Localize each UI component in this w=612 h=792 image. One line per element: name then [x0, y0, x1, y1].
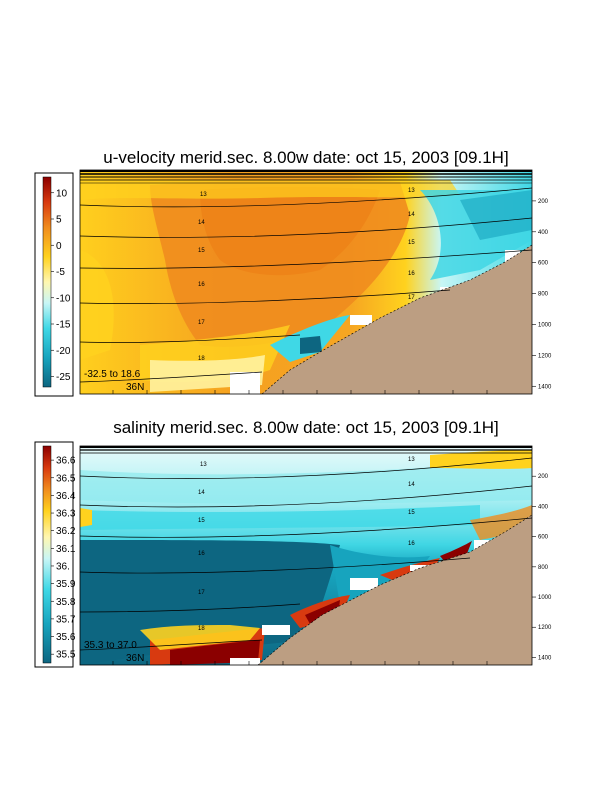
bottom-iso-label-right-13: 13: [408, 457, 415, 463]
colorbar-tick-label: 36.2: [56, 526, 76, 537]
bottom-iso-label-18: 18: [198, 626, 205, 632]
depth-tick-label: 600: [538, 535, 549, 541]
depth-tick-label: 1200: [538, 625, 552, 631]
colorbar-tick-label: -20: [56, 346, 71, 357]
colorbar-tick-label: 36.6: [56, 456, 76, 467]
top-colorbar-ticks: 10 5 0 -5 -10 -15 -20 -25: [51, 188, 71, 383]
colorbar-tick-label: 35.8: [56, 597, 76, 608]
top-iso-label-16: 16: [198, 282, 205, 288]
colorbar-tick-label: -10: [56, 293, 71, 304]
colorbar-tick-label: 36.4: [56, 491, 76, 502]
depth-tick-label: 1000: [538, 595, 552, 601]
top-colorbar-frame: [34, 172, 74, 397]
top-range-label: -32.5 to 18.6: [84, 369, 141, 380]
depth-tick-label: 800: [538, 292, 549, 298]
bottom-iso-label-right-14: 14: [408, 482, 415, 488]
depth-tick-label: 1200: [538, 353, 552, 359]
bottom-topography: [258, 515, 532, 665]
bottom-iso-label-17: 17: [198, 590, 205, 596]
colorbar-tick-label: 35.6: [56, 632, 76, 643]
top-iso-label-17: 17: [198, 320, 205, 326]
colorbar-tick-label: 36.1: [56, 544, 76, 555]
top-panel-title: u-velocity merid.sec. 8.00w date: oct 15…: [103, 148, 508, 167]
colorbar-tick-label: 10: [56, 188, 68, 199]
top-velocity-field: [80, 170, 532, 394]
top-colorbar: [42, 176, 52, 388]
top-iso-label-13: 13: [200, 192, 207, 198]
depth-tick-label: 600: [538, 261, 549, 267]
colorbar-tick-label: -5: [56, 267, 65, 278]
bottom-range-label: 35.3 to 37.0: [84, 640, 137, 651]
colorbar-tick-label: -25: [56, 372, 71, 383]
bottom-iso-label-16: 16: [198, 551, 205, 557]
colorbar-tick-label: 36.5: [56, 473, 76, 484]
top-iso-label-right-13: 13: [408, 188, 415, 194]
bottom-iso-label-14: 14: [198, 490, 205, 496]
bottom-iso-label-right-15: 15: [408, 510, 415, 516]
top-iso-label-right-15: 15: [408, 240, 415, 246]
bottom-plot-frame: [79, 445, 533, 666]
top-iso-label-18: 18: [198, 356, 205, 362]
bottom-iso-label-right-16: 16: [408, 541, 415, 547]
bottom-latitude-label: 36N: [126, 653, 144, 664]
top-iso-label-right-14: 14: [408, 212, 415, 218]
depth-tick-label: 1400: [538, 384, 552, 390]
colorbar-tick-label: 35.9: [56, 579, 76, 590]
colorbar-tick-label: 36.: [56, 561, 70, 572]
top-iso-label-14: 14: [198, 220, 205, 226]
bottom-iso-label-15: 15: [198, 518, 205, 524]
depth-tick-label: 200: [538, 474, 549, 480]
bottom-depth-axis: 200 400 600 800 1000 1200 1400: [532, 474, 552, 661]
top-latitude-label: 36N: [126, 382, 144, 393]
top-iso-label-right-16: 16: [408, 271, 415, 277]
depth-tick-label: 200: [538, 199, 549, 205]
colorbar-tick-label: -15: [56, 320, 71, 331]
depth-tick-label: 1000: [538, 322, 552, 328]
depth-tick-label: 400: [538, 504, 549, 510]
colorbar-tick-label: 35.7: [56, 614, 76, 625]
top-iso-label-right-17: 17: [408, 295, 415, 301]
bottom-panel-title: salinity merid.sec. 8.00w date: oct 15, …: [113, 418, 499, 437]
bottom-x-ticks: [112, 661, 488, 665]
depth-tick-label: 800: [538, 565, 549, 571]
bottom-iso-label-13: 13: [200, 462, 207, 468]
colorbar-tick-label: 35.5: [56, 650, 76, 661]
top-plot-frame: [79, 169, 533, 395]
top-iso-label-15: 15: [198, 248, 205, 254]
depth-tick-label: 1400: [538, 655, 552, 661]
top-x-ticks: [112, 390, 488, 394]
bottom-salinity-field: [80, 446, 532, 665]
depth-tick-label: 400: [538, 230, 549, 236]
top-depth-axis: 200 400 600 800 1000 1200 1400: [532, 199, 552, 390]
colorbar-tick-label: 5: [56, 215, 62, 226]
bottom-colorbar-frame: [34, 441, 74, 668]
colorbar-tick-label: 0: [56, 241, 62, 252]
colorbar-tick-label: 36.3: [56, 509, 76, 520]
bottom-colorbar-ticks: 36.6 36.5 36.4 36.3 36.2 36.1 36. 35.9 35.8 35.7 3…: [51, 456, 76, 661]
bottom-colorbar: [42, 445, 52, 664]
